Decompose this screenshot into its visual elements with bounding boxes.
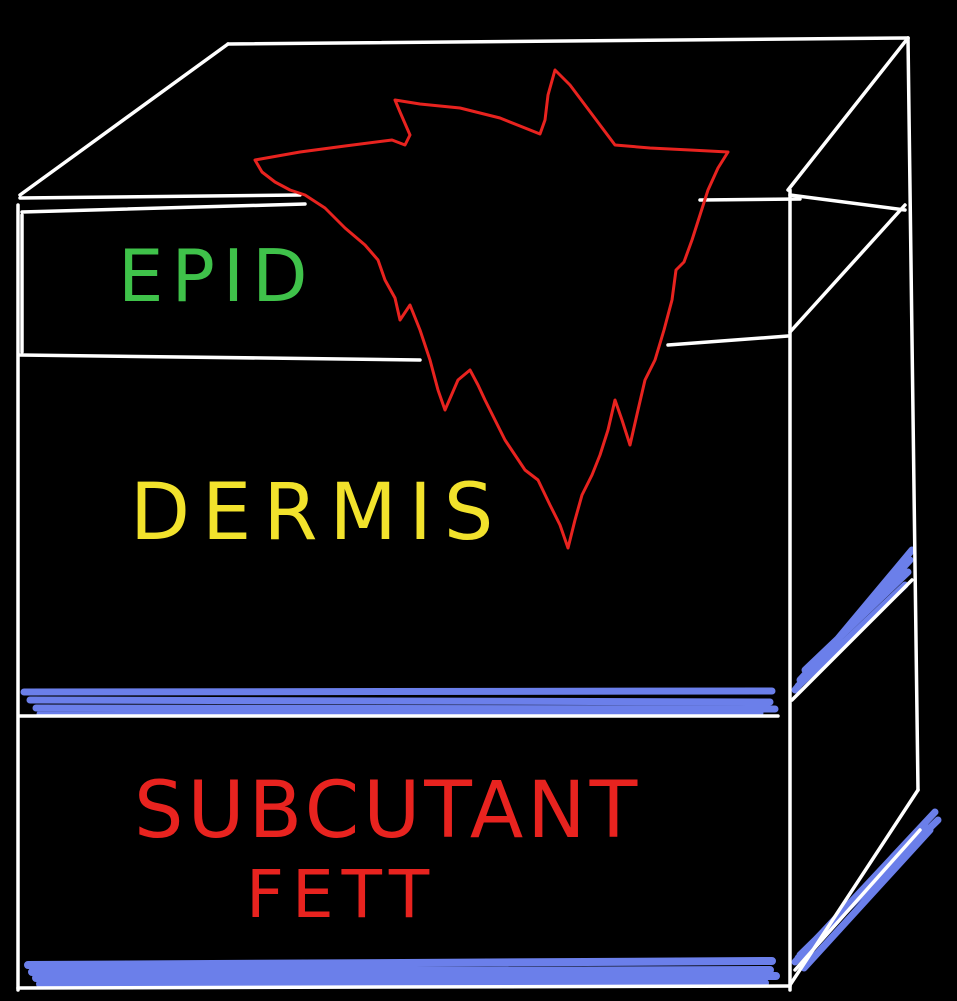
epidermis-side-top-line [788, 193, 907, 212]
box-front-top-edge [18, 193, 802, 202]
dermis-label: DERMIS [130, 468, 506, 558]
fascia-band-bottom-front [24, 957, 780, 988]
dermis-side-bottom-line [790, 578, 914, 702]
box-bottom-front-edge [16, 984, 792, 990]
box-top-right-edge [786, 36, 910, 192]
epidermis-bottom-line [18, 353, 422, 362]
wound-shape-icon [253, 68, 730, 550]
epidermis-bottom-line-right [666, 334, 790, 347]
box-top-left-edge [18, 42, 230, 197]
epidermis-side-bottom-line [788, 203, 907, 334]
subcutaneous-label-line2: FETT [246, 856, 438, 933]
subcutaneous-label-line1: SUBCUTANT [134, 766, 642, 856]
fascia-band-middle-side [791, 546, 916, 694]
subcutaneous-side-line [793, 828, 922, 972]
epidermis-top-line [20, 202, 307, 214]
epidermis-label: EPID [118, 234, 316, 318]
box-outline [16, 36, 922, 992]
fascia-band-middle-front [20, 687, 779, 718]
box-back-right-edge [906, 36, 920, 792]
box-top-back-edge [226, 36, 910, 46]
